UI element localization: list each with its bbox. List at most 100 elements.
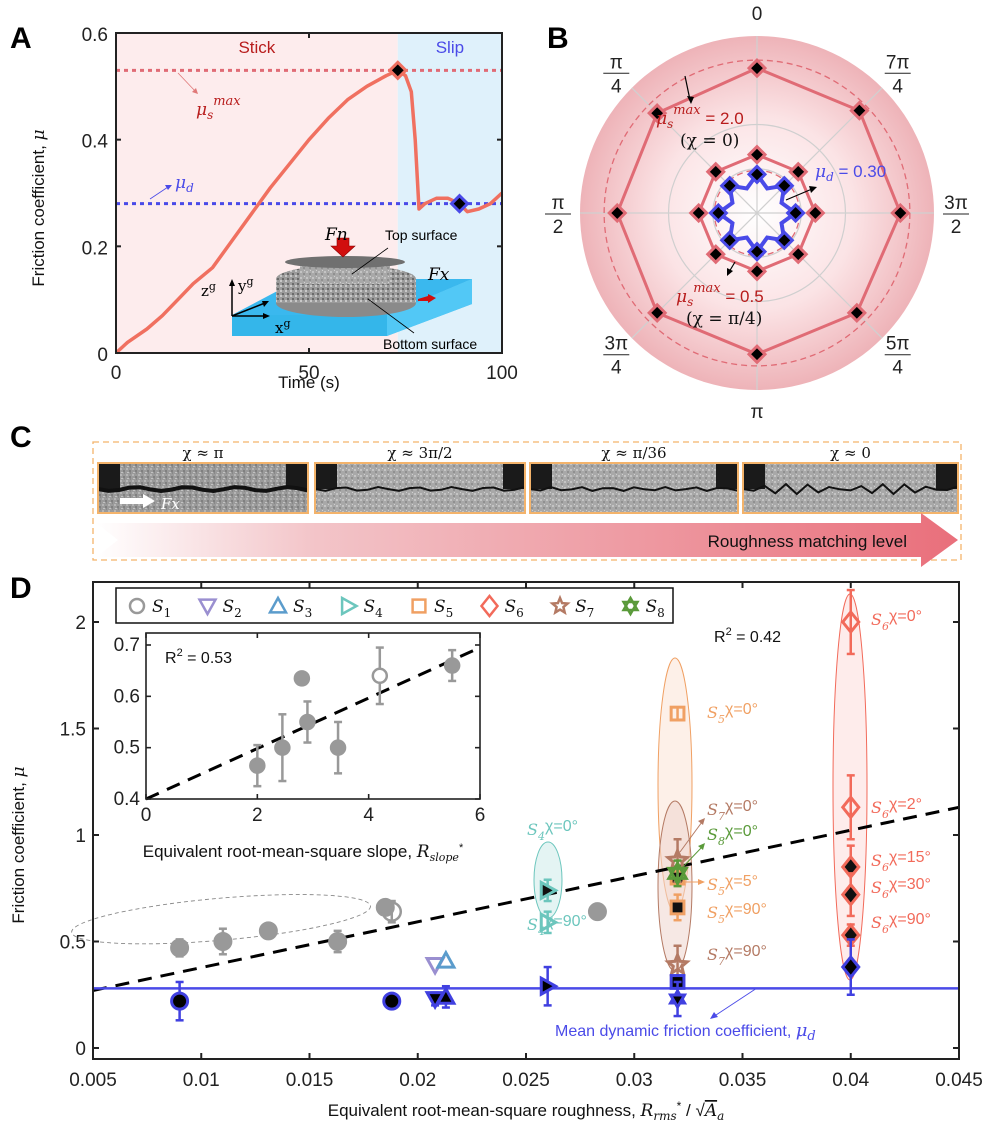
legend: S1 S2 S3 S4 S5 S6 S7 S8	[115, 587, 674, 624]
static-point-s4	[539, 878, 559, 903]
friction-curve	[114, 68, 504, 355]
legend-marker	[197, 598, 218, 617]
polar-marker	[785, 202, 806, 224]
interface-gap	[97, 484, 309, 494]
legend-label: S4	[364, 597, 384, 620]
legend-label: S6	[505, 597, 524, 620]
curve-marker-dynamic	[449, 193, 470, 214]
contact-illustration: Fn Fx Top surface Bottom surface zg yg x…	[201, 225, 477, 352]
data-marker	[381, 901, 403, 922]
data-marker	[666, 866, 689, 887]
data-marker	[328, 932, 348, 951]
cross-section-4: χ ≈ 0	[742, 444, 959, 514]
polar-marker	[890, 202, 911, 224]
inset-regression-line	[145, 646, 481, 801]
bottom-plate-side	[387, 279, 472, 336]
legend-item-s4: S4	[340, 595, 384, 620]
inset-marker	[371, 667, 389, 685]
s5-label-arrow-head	[698, 879, 705, 885]
inset-y-tick-label: 0.6	[114, 686, 140, 707]
polar-series	[603, 58, 911, 367]
y-axis-label-d: Friction coefficient, μ	[9, 766, 29, 923]
outer-chi-label: (χ = 0)	[680, 131, 739, 151]
dynamic-marker	[170, 991, 190, 1011]
static-point-s1	[381, 899, 403, 924]
top-surface-label: Top surface	[385, 227, 458, 243]
legend-marker	[340, 595, 360, 617]
polar-angle-denominator: 4	[892, 358, 903, 379]
polar-angle-labels: 0 7π 4 3π 2 5π 4 π 3π 4 π 2 π 4	[545, 4, 969, 423]
polar-marker	[705, 244, 726, 265]
static-point-s3	[435, 949, 457, 969]
static-point-s5	[669, 705, 686, 722]
x-tick-label: 0.025	[502, 1070, 550, 1091]
polar-angle-label: 0	[752, 4, 763, 25]
static-point-s1	[328, 929, 348, 954]
x-tick-label: 0.005	[69, 1070, 117, 1091]
cross-section-image	[743, 463, 958, 513]
cross-section-label: χ ≈ π/36	[601, 444, 666, 462]
legend-marker	[128, 597, 146, 615]
static-point-s6	[840, 588, 861, 656]
dynamic-point-s1	[170, 980, 190, 1022]
cross-section-left-dark	[98, 463, 120, 489]
inset-point	[443, 648, 461, 683]
cross-section-1: χ ≈ π Fx	[97, 444, 309, 514]
axis-ticks-a: 0 50 100 0 0.2 0.4 0.6	[82, 25, 518, 384]
static-point-s1	[258, 921, 278, 941]
inset-marker	[274, 739, 291, 756]
mu-d-label: μd	[175, 173, 194, 195]
polar-marker	[708, 202, 729, 224]
polar-marker	[774, 230, 795, 251]
panel-label-d: D	[10, 572, 32, 605]
polar-marker	[746, 144, 768, 165]
polar-angle-denominator: 2	[951, 217, 962, 238]
inset-x-axis-label: Equivalent root-mean-square slope, Rslop…	[143, 842, 464, 864]
point-label-s5: S5χ=0°	[707, 701, 758, 726]
cross-section-3: χ ≈ π/36	[529, 444, 739, 514]
point-label-s6: S6χ=2°	[871, 796, 922, 821]
cross-section-2: χ ≈ 3π/2	[314, 444, 526, 514]
dynamic-marker	[667, 993, 688, 1010]
polar-marker	[805, 202, 826, 224]
data-marker	[669, 899, 686, 916]
polar-marker	[647, 302, 668, 323]
inset-point	[371, 646, 389, 706]
inset-x-tick-label: 4	[363, 805, 374, 826]
static-point-s4	[539, 910, 559, 935]
dynamic-point-s1	[382, 991, 402, 1011]
y-tick-label: 0.4	[82, 132, 109, 153]
polar-marker	[788, 161, 809, 182]
dynamic-point-s6	[840, 938, 861, 996]
legend-item-s1: S1	[128, 597, 171, 620]
polar-marker	[688, 202, 709, 224]
data-marker	[539, 879, 559, 901]
inner-annotation-pointer-head	[727, 268, 733, 276]
point-label-s4: S4χ=0°	[527, 818, 578, 843]
polar-angle-numerator: 5π	[886, 334, 910, 355]
y-tick-label: 0.2	[82, 238, 108, 259]
data-marker	[664, 950, 691, 977]
xg-label: xg	[275, 317, 291, 337]
cross-section-border	[97, 462, 309, 514]
data-marker	[258, 921, 278, 941]
data-marker	[435, 949, 457, 969]
inset-marker	[299, 713, 316, 731]
point-label-s6: S6χ=90°	[871, 911, 931, 936]
legend-marker	[479, 593, 500, 619]
y-axis-label-a: Friction coefficient, μ	[29, 129, 49, 286]
inset-point	[274, 713, 291, 783]
inset-marker	[293, 670, 311, 687]
panel-d: D S4χ=0° S4χ=90° S5χ=0° S5χ=5° S5χ=90° S7χ=0°…	[9, 572, 983, 1123]
legend-item-s8: S8	[621, 595, 665, 620]
legend-item-s5: S5	[411, 597, 453, 620]
inset-frame	[145, 632, 481, 800]
polar-marker	[705, 161, 726, 182]
mu-s-pointer	[177, 72, 197, 93]
legend-marker	[267, 595, 289, 614]
x-tick-label: 100	[486, 363, 518, 384]
mean-dynamic-pointer	[712, 987, 758, 1018]
force-label: Fx	[160, 495, 180, 513]
axis-y	[231, 302, 266, 317]
inset-plot: 0 2 4 6 0.4 0.5 0.6 0.7 R2 = 0.53 Equivalent ro…	[114, 632, 485, 864]
